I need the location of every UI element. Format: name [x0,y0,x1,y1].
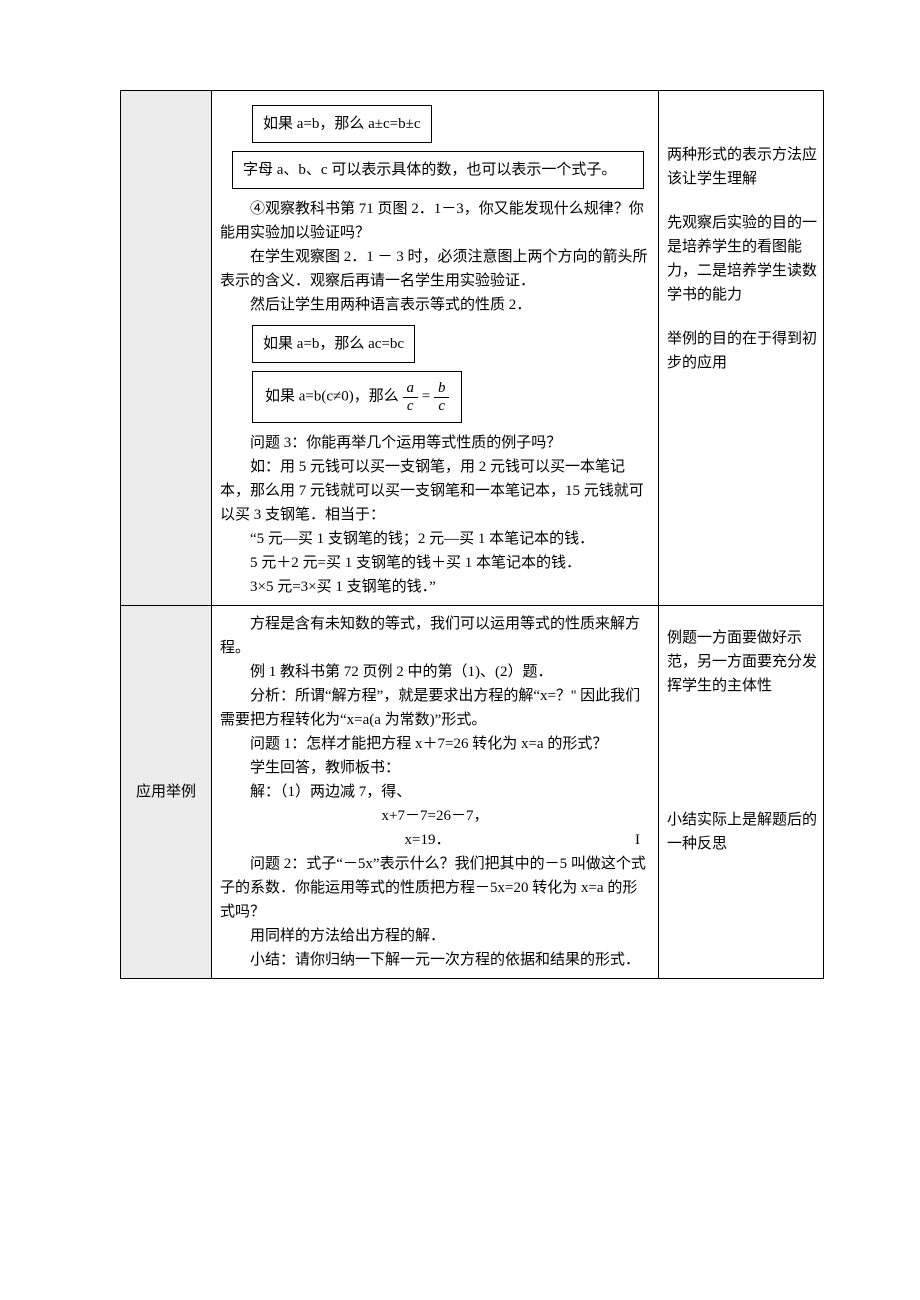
note-text: 字母 a、b、c 可以表示具体的数，也可以表示一个式子。 [243,162,616,178]
note-box-1: 字母 a、b、c 可以表示具体的数，也可以表示一个式子。 [232,151,644,189]
paragraph: 小结：请你归纳一下解一元一次方程的依据和结果的形式． [220,948,650,972]
note: 举例的目的在于得到初步的应用 [667,327,817,375]
paragraph: 如：用 5 元钱可以买一支钢笔，用 2 元钱可以买一本笔记本，那么用 7 元钱就… [220,455,650,527]
row1-notes-cell: 两种形式的表示方法应该让学生理解 先观察后实验的目的一是培养学生的看图能力，二是… [659,91,824,606]
note: 先观察后实验的目的一是培养学生的看图能力，二是培养学生读数学书的能力 [667,211,817,307]
row1-label-cell [121,91,212,606]
denominator: c [403,398,419,415]
paragraph: 分析：所谓“解方程”，就是要求出方程的解“x=？'' 因此我们需要把方程转化为“… [220,684,650,732]
lesson-table: 如果 a=b，那么 a±c=b±c 字母 a、b、c 可以表示具体的数，也可以表… [120,90,824,979]
note: 两种形式的表示方法应该让学生理解 [667,143,817,191]
row2-content-cell: 方程是含有未知数的等式，我们可以运用等式的性质来解方程。 例 1 教科书第 72… [212,606,659,979]
formula-prefix: 如果 a=b(c≠0)，那么 [265,388,399,404]
table-row: 如果 a=b，那么 a±c=b±c 字母 a、b、c 可以表示具体的数，也可以表… [121,91,824,606]
paragraph: 问题 2：式子“－5x”表示什么？我们把其中的－5 叫做这个式子的系数．你能运用… [220,852,650,924]
formula-text: 如果 a=b，那么 ac=bc [263,336,404,352]
equation-line: x+7－7=26－7， [220,804,650,828]
row2-label-cell: 应用举例 [121,606,212,979]
formula-box-1: 如果 a=b，那么 a±c=b±c [252,105,432,143]
paragraph: 用同样的方法给出方程的解． [220,924,650,948]
paragraph: “5 元—买 1 支钢笔的钱；2 元—买 1 本笔记本的钱． [220,527,650,551]
paragraph: 学生回答，教师板书： [220,756,650,780]
numerator: b [434,380,450,398]
paragraph: 方程是含有未知数的等式，我们可以运用等式的性质来解方程。 [220,612,650,660]
row2-notes-cell: 例题一方面要做好示范，另一方面要充分发挥学生的主体性 小结实际上是解题后的一种反… [659,606,824,979]
paragraph: 例 1 教科书第 72 页例 2 中的第（1)、(2）题． [220,660,650,684]
paragraph: 解：（1）两边减 7，得、 [220,780,650,804]
note: 小结实际上是解题后的一种反思 [667,808,817,856]
row2-label: 应用举例 [136,784,196,800]
denominator: c [434,398,450,415]
equals: = [422,388,434,404]
paragraph: 5 元＋2 元=买 1 支钢笔的钱＋买 1 本笔记本的钱． [220,551,650,575]
fraction-a-c: a c [403,380,419,414]
paragraph: 在学生观察图 2．1 － 3 时，必须注意图上两个方向的箭头所表示的含义．观察后… [220,245,650,293]
fraction-b-c: b c [434,380,450,414]
equation-text: x=19． [405,832,451,848]
paragraph: 问题 3：你能再举几个运用等式性质的例子吗？ [220,431,650,455]
equation-line: x=19． I [220,828,650,852]
paragraph: ④观察教科书第 71 页图 2．1－3，你又能发现什么规律？你能用实验加以验证吗… [220,197,650,245]
paragraph: 问题 1：怎样才能把方程 x＋7=26 转化为 x=a 的形式？ [220,732,650,756]
table-row: 应用举例 方程是含有未知数的等式，我们可以运用等式的性质来解方程。 例 1 教科… [121,606,824,979]
equation-suffix: I [635,828,650,852]
formula-box-2: 如果 a=b，那么 ac=bc [252,325,415,363]
note: 例题一方面要做好示范，另一方面要充分发挥学生的主体性 [667,626,817,698]
formula-box-3: 如果 a=b(c≠0)，那么 a c = b c [252,371,462,423]
paragraph: 3×5 元=3×买 1 支钢笔的钱．” [220,575,650,599]
formula-text: 如果 a=b，那么 a±c=b±c [263,116,421,132]
numerator: a [403,380,419,398]
row1-content-cell: 如果 a=b，那么 a±c=b±c 字母 a、b、c 可以表示具体的数，也可以表… [212,91,659,606]
page: 如果 a=b，那么 a±c=b±c 字母 a、b、c 可以表示具体的数，也可以表… [0,0,920,1300]
paragraph: 然后让学生用两种语言表示等式的性质 2． [220,293,650,317]
